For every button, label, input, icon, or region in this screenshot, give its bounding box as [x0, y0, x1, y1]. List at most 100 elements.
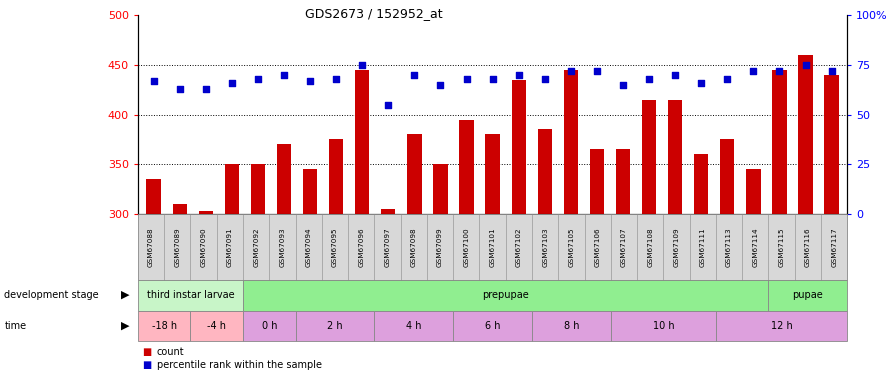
Bar — [459, 120, 473, 214]
Point — [616, 82, 630, 88]
Bar — [824, 75, 838, 214]
Text: third instar larvae: third instar larvae — [147, 290, 234, 300]
Text: GSM67092: GSM67092 — [253, 227, 259, 267]
Text: GSM67115: GSM67115 — [779, 227, 785, 267]
Text: ■: ■ — [142, 360, 151, 370]
Point — [303, 78, 317, 84]
Text: GSM67088: GSM67088 — [148, 227, 154, 267]
Point — [251, 76, 265, 82]
Bar — [251, 164, 265, 214]
Bar — [642, 100, 656, 214]
Text: GSM67096: GSM67096 — [359, 227, 364, 267]
Text: ▶: ▶ — [120, 321, 129, 331]
Bar — [433, 164, 448, 214]
Bar — [720, 140, 734, 214]
Text: GSM67106: GSM67106 — [595, 227, 601, 267]
Text: ■: ■ — [142, 347, 151, 357]
Text: GSM67114: GSM67114 — [752, 227, 758, 267]
Bar — [512, 80, 526, 214]
Point — [224, 80, 239, 86]
Text: GSM67094: GSM67094 — [305, 227, 312, 267]
Point — [329, 76, 344, 82]
Text: GSM67095: GSM67095 — [332, 227, 338, 267]
Text: GSM67091: GSM67091 — [227, 227, 233, 267]
Bar — [224, 164, 239, 214]
Point — [355, 62, 369, 68]
Bar — [616, 149, 630, 214]
Point — [147, 78, 161, 84]
Bar — [485, 135, 500, 214]
Point — [433, 82, 448, 88]
Point — [538, 76, 552, 82]
Text: 4 h: 4 h — [406, 321, 422, 331]
Bar — [538, 129, 552, 214]
Text: 10 h: 10 h — [652, 321, 675, 331]
Text: 12 h: 12 h — [771, 321, 792, 331]
Text: GSM67109: GSM67109 — [674, 227, 680, 267]
Bar — [198, 211, 213, 214]
Point — [694, 80, 708, 86]
Text: GSM67117: GSM67117 — [831, 227, 837, 267]
Text: GSM67102: GSM67102 — [516, 227, 522, 267]
Text: 2 h: 2 h — [328, 321, 343, 331]
Point — [773, 68, 787, 74]
Bar — [798, 55, 813, 214]
Point — [198, 86, 213, 92]
Text: -18 h: -18 h — [151, 321, 177, 331]
Bar — [563, 70, 578, 214]
Point — [173, 86, 187, 92]
Text: time: time — [4, 321, 27, 331]
Bar — [381, 209, 395, 214]
Text: GSM67093: GSM67093 — [279, 227, 286, 267]
Text: percentile rank within the sample: percentile rank within the sample — [157, 360, 321, 370]
Point — [590, 68, 604, 74]
Text: GSM67113: GSM67113 — [726, 227, 732, 267]
Point — [512, 72, 526, 78]
Text: GSM67105: GSM67105 — [569, 227, 574, 267]
Bar — [773, 70, 787, 214]
Bar — [694, 154, 708, 214]
Bar — [277, 144, 291, 214]
Bar — [329, 140, 344, 214]
Text: GSM67116: GSM67116 — [805, 227, 811, 267]
Text: GSM67098: GSM67098 — [411, 227, 417, 267]
Point — [277, 72, 291, 78]
Text: GSM67097: GSM67097 — [384, 227, 391, 267]
Point — [747, 68, 761, 74]
Text: GSM67103: GSM67103 — [542, 227, 548, 267]
Text: ▶: ▶ — [120, 290, 129, 300]
Point — [824, 68, 838, 74]
Text: GSM67100: GSM67100 — [464, 227, 469, 267]
Point — [486, 76, 500, 82]
Text: GDS2673 / 152952_at: GDS2673 / 152952_at — [305, 8, 442, 21]
Bar — [355, 70, 369, 214]
Point — [668, 72, 683, 78]
Text: GSM67101: GSM67101 — [490, 227, 496, 267]
Text: GSM67107: GSM67107 — [621, 227, 627, 267]
Point — [381, 102, 395, 108]
Point — [459, 76, 473, 82]
Text: GSM67111: GSM67111 — [700, 227, 706, 267]
Text: 6 h: 6 h — [485, 321, 500, 331]
Text: GSM67089: GSM67089 — [174, 227, 181, 267]
Text: pupae: pupae — [792, 290, 823, 300]
Point — [798, 62, 813, 68]
Text: count: count — [157, 347, 184, 357]
Bar — [590, 149, 604, 214]
Text: GSM67090: GSM67090 — [200, 227, 206, 267]
Point — [720, 76, 734, 82]
Bar — [746, 170, 761, 214]
Bar — [147, 179, 161, 214]
Bar — [408, 135, 422, 214]
Text: GSM67108: GSM67108 — [647, 227, 653, 267]
Point — [408, 72, 422, 78]
Text: GSM67099: GSM67099 — [437, 227, 443, 267]
Text: 0 h: 0 h — [262, 321, 277, 331]
Bar — [173, 204, 187, 214]
Text: development stage: development stage — [4, 290, 99, 300]
Point — [563, 68, 578, 74]
Text: -4 h: -4 h — [207, 321, 226, 331]
Text: 8 h: 8 h — [563, 321, 579, 331]
Point — [642, 76, 656, 82]
Bar — [668, 100, 683, 214]
